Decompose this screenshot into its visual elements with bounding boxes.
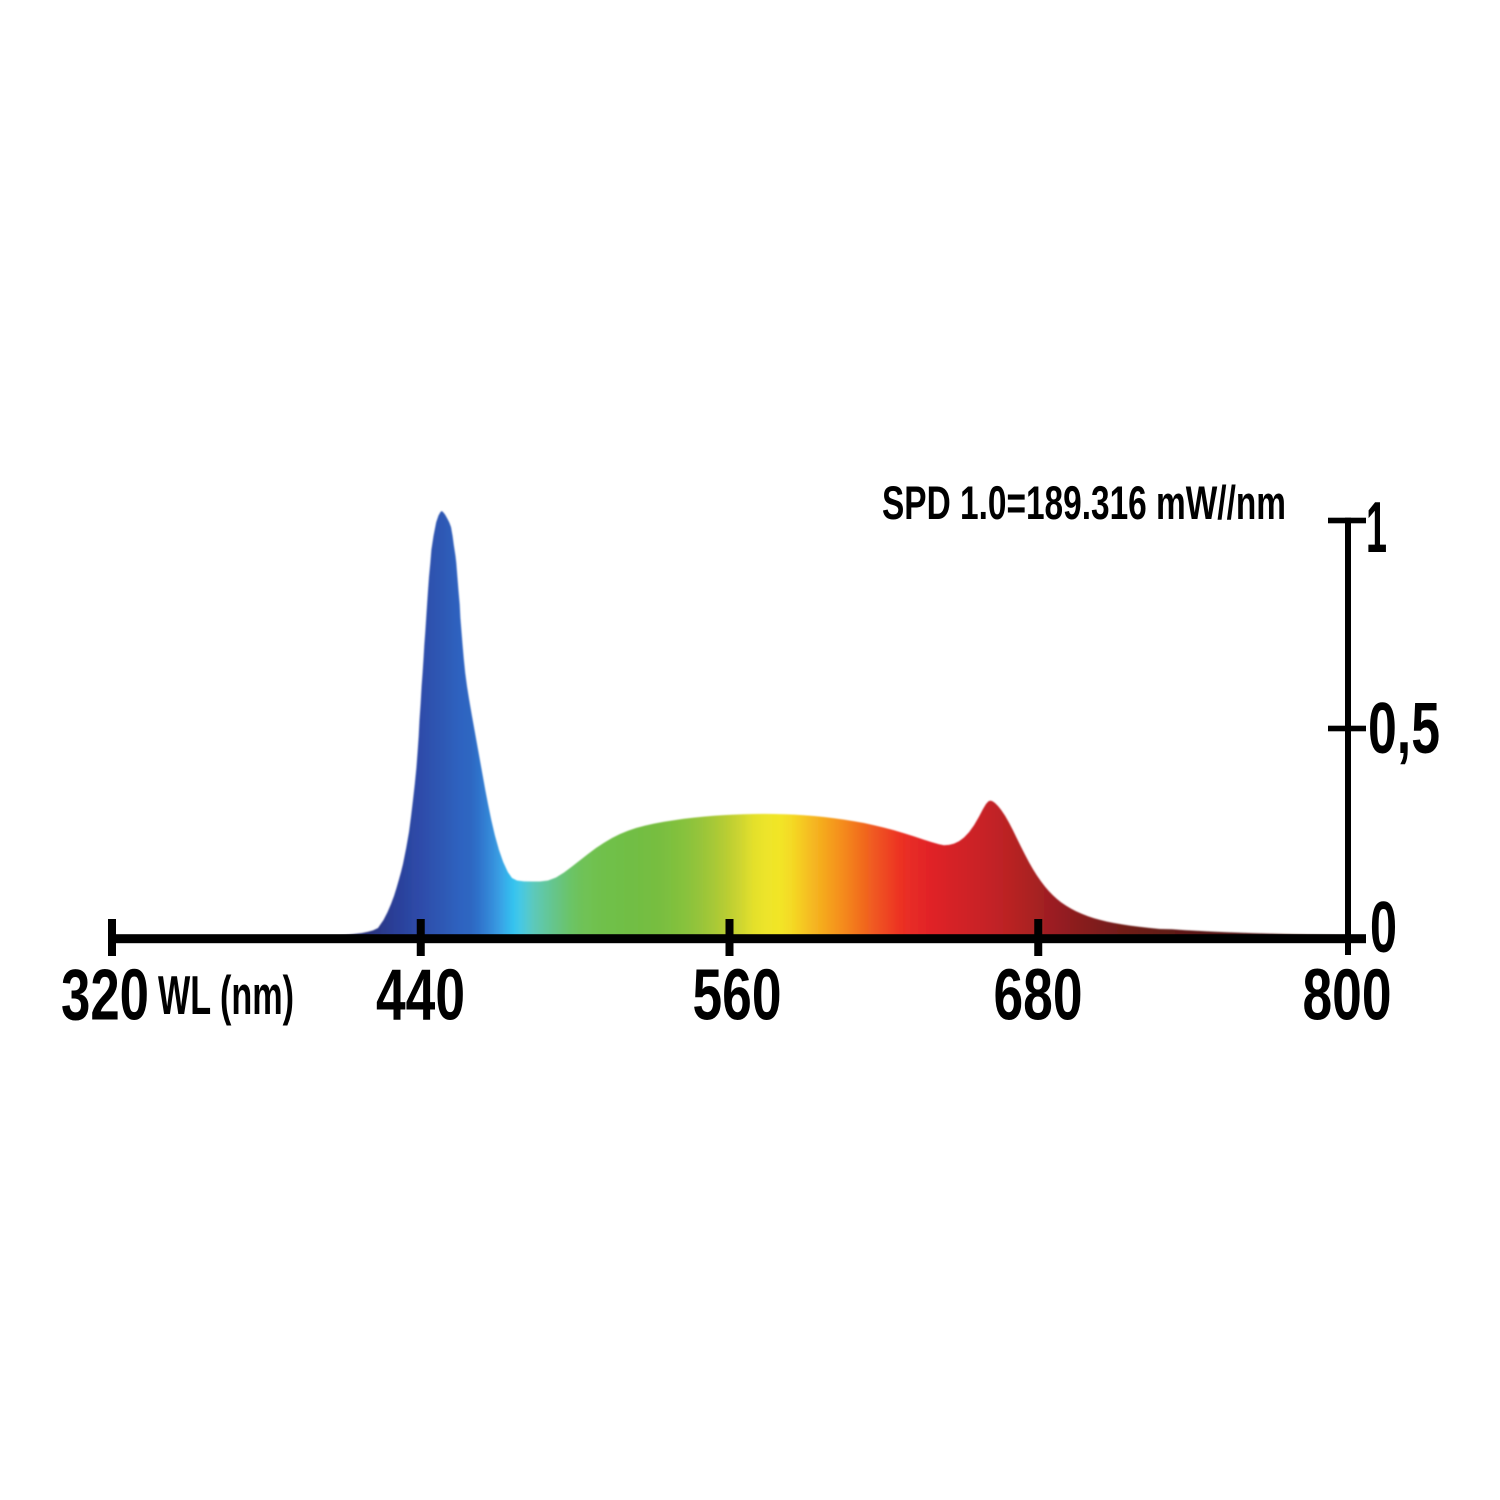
svg-text:WL (nm): WL (nm) xyxy=(158,964,294,1026)
svg-text:800: 800 xyxy=(1303,956,1392,1036)
svg-text:0,5: 0,5 xyxy=(1368,689,1440,769)
svg-text:680: 680 xyxy=(994,956,1083,1036)
svg-text:1: 1 xyxy=(1366,488,1387,568)
svg-text:0: 0 xyxy=(1370,888,1397,968)
svg-text:560: 560 xyxy=(693,956,782,1036)
svg-text:320: 320 xyxy=(61,956,149,1036)
svg-text:440: 440 xyxy=(376,956,465,1036)
svg-text:SPD 1.0=189.316 mW//nm: SPD 1.0=189.316 mW//nm xyxy=(882,476,1286,529)
